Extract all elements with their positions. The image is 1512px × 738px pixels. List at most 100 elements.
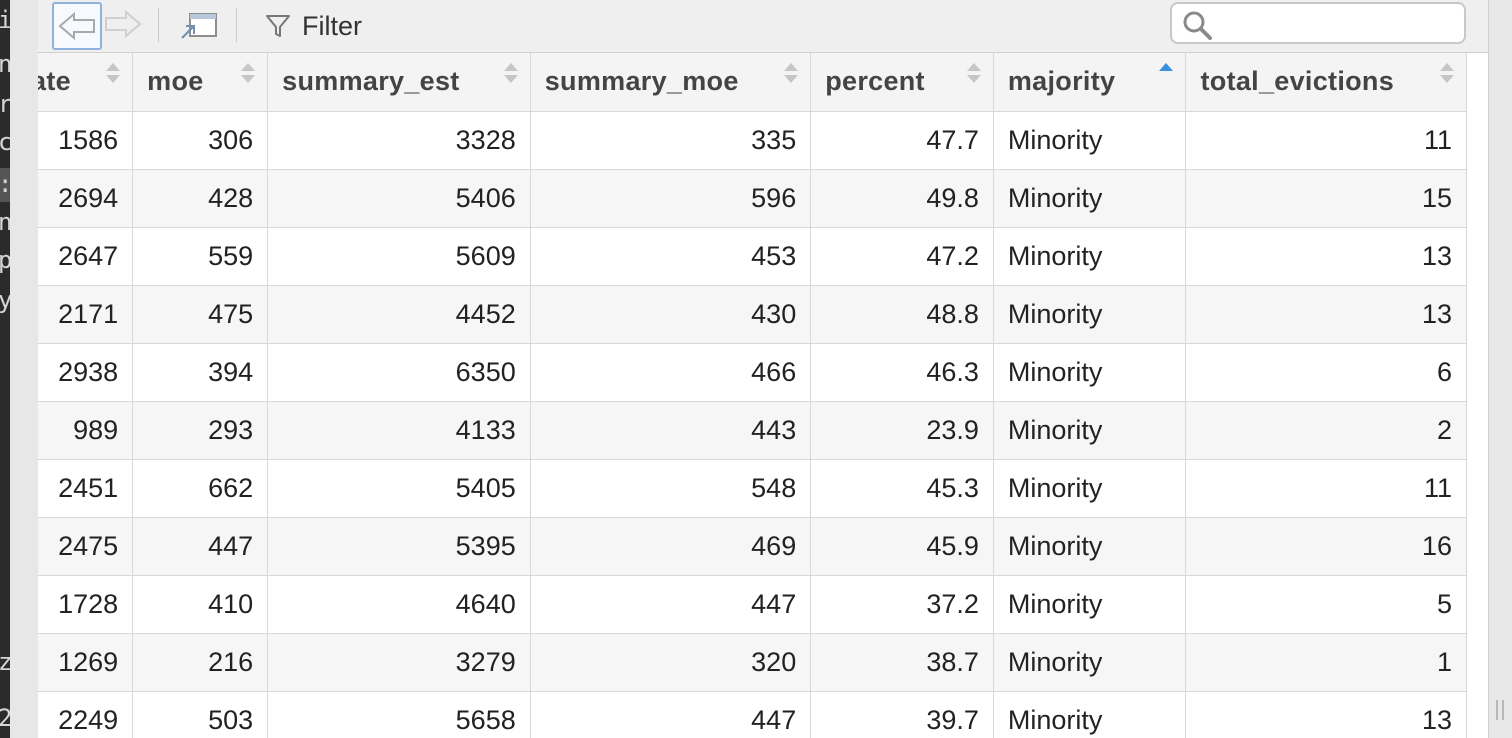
filter-button[interactable]: Filter	[262, 2, 382, 50]
table-cell: 48.8	[810, 285, 994, 344]
table-cell: 2171	[38, 285, 134, 344]
table-cell: 37.2	[810, 575, 994, 634]
table-cell: 5406	[267, 169, 531, 228]
table-cell: Minority	[993, 691, 1187, 738]
table-cell: Minority	[993, 459, 1187, 518]
sort-icon	[1440, 63, 1454, 99]
table-cell: 503	[132, 691, 269, 738]
table-cell: 11	[1185, 459, 1467, 518]
table-cell: 5609	[267, 227, 531, 286]
data-table: ate moe summary_est summary_moe percent …	[38, 53, 1467, 738]
column-header-label: summary_est	[282, 66, 460, 97]
column-header-label: percent	[825, 66, 925, 97]
editor-char: z	[0, 648, 10, 676]
table-cell: 4133	[267, 401, 531, 460]
table-cell: 13	[1185, 285, 1467, 344]
table-cell: 3328	[267, 111, 531, 170]
column-header[interactable]: moe	[132, 53, 269, 112]
table-cell: 4640	[267, 575, 531, 634]
column-header[interactable]: ate	[38, 53, 134, 112]
table-cell: Minority	[993, 227, 1187, 286]
toolbar-separator	[158, 8, 159, 42]
data-viewer-toolbar: Filter	[38, 0, 1488, 53]
table-cell: 2451	[38, 459, 134, 518]
editor-line-highlight	[0, 168, 10, 202]
table-cell: 39.7	[810, 691, 994, 738]
table-row: 2938 394 6350 466 46.3 Minority 6	[38, 343, 1467, 402]
table-cell: 2938	[38, 343, 134, 402]
table-cell: 306	[132, 111, 269, 170]
table-cell: Minority	[993, 401, 1187, 460]
sort-icon	[784, 63, 799, 99]
table-cell: Minority	[993, 285, 1187, 344]
forward-button[interactable]	[104, 2, 144, 50]
filter-funnel-icon	[266, 15, 290, 37]
table-cell: 216	[132, 633, 269, 692]
table-cell: 410	[132, 575, 269, 634]
table-cell: Minority	[993, 633, 1187, 692]
table-cell: 447	[132, 517, 269, 576]
sort-icon	[241, 63, 256, 99]
table-cell: 1586	[38, 111, 134, 170]
table-cell: 47.7	[810, 111, 994, 170]
table-cell: 45.9	[810, 517, 994, 576]
table-cell: 559	[132, 227, 269, 286]
table-cell: 38.7	[810, 633, 994, 692]
table-cell: 2475	[38, 517, 134, 576]
table-cell: 469	[530, 517, 812, 576]
table-row: 2249 503 5658 447 39.7 Minority 13	[38, 691, 1467, 738]
pane-left-edge	[10, 0, 39, 738]
toolbar-separator	[236, 8, 237, 42]
table-cell: Minority	[993, 169, 1187, 228]
column-header[interactable]: percent	[810, 53, 994, 112]
editor-char: r	[0, 90, 10, 118]
table-cell: 16	[1185, 517, 1467, 576]
popout-button[interactable]	[174, 2, 224, 50]
table-cell: 47.2	[810, 227, 994, 286]
table-cell: 428	[132, 169, 269, 228]
back-button[interactable]	[52, 2, 102, 50]
table-row: 2171 475 4452 430 48.8 Minority 13	[38, 285, 1467, 344]
table-cell: 13	[1185, 691, 1467, 738]
table-cell: 548	[530, 459, 812, 518]
table-cell: 15	[1185, 169, 1467, 228]
resize-grip[interactable]	[1496, 700, 1504, 720]
column-header-label: summary_moe	[544, 66, 739, 97]
search-icon	[1183, 11, 1212, 40]
column-header[interactable]: summary_moe	[530, 53, 812, 112]
editor-strip: i n r c : n p y z 2	[0, 0, 10, 738]
table-cell: 5	[1185, 575, 1467, 634]
table-row: 2451 662 5405 548 45.3 Minority 11	[38, 459, 1467, 518]
sort-icon	[503, 63, 518, 99]
table-row: 1728 410 4640 447 37.2 Minority 5	[38, 575, 1467, 634]
search-box[interactable]	[1170, 2, 1466, 44]
table-cell: 662	[132, 459, 269, 518]
table-cell: 23.9	[810, 401, 994, 460]
table-cell: 475	[132, 285, 269, 344]
table-cell: 989	[38, 401, 134, 460]
search-input[interactable]	[1220, 8, 1460, 40]
table-cell: 13	[1185, 227, 1467, 286]
table-cell: Minority	[993, 343, 1187, 402]
column-header[interactable]: total_evictions	[1185, 53, 1467, 112]
table-cell: 466	[530, 343, 812, 402]
table-cell: Minority	[993, 575, 1187, 634]
table-row: 2694 428 5406 596 49.8 Minority 15	[38, 169, 1467, 228]
column-header-label: total_evictions	[1200, 66, 1395, 97]
editor-char: p	[0, 246, 10, 274]
table-cell: 293	[132, 401, 269, 460]
table-cell: 453	[530, 227, 812, 286]
table-cell: 5395	[267, 517, 531, 576]
table-row: 1269 216 3279 320 38.7 Minority 1	[38, 633, 1467, 692]
filter-label: Filter	[302, 10, 362, 41]
table-cell: 447	[530, 575, 812, 634]
table-cell: 394	[132, 343, 269, 402]
sort-ascending-icon	[1159, 63, 1174, 99]
data-grid: ate moe summary_est summary_moe percent …	[38, 53, 1488, 738]
table-cell: 2	[1185, 401, 1467, 460]
sort-icon	[966, 63, 981, 99]
column-header[interactable]: majority	[993, 53, 1187, 112]
table-cell: 335	[530, 111, 812, 170]
column-header[interactable]: summary_est	[267, 53, 531, 112]
table-cell: 6350	[267, 343, 531, 402]
